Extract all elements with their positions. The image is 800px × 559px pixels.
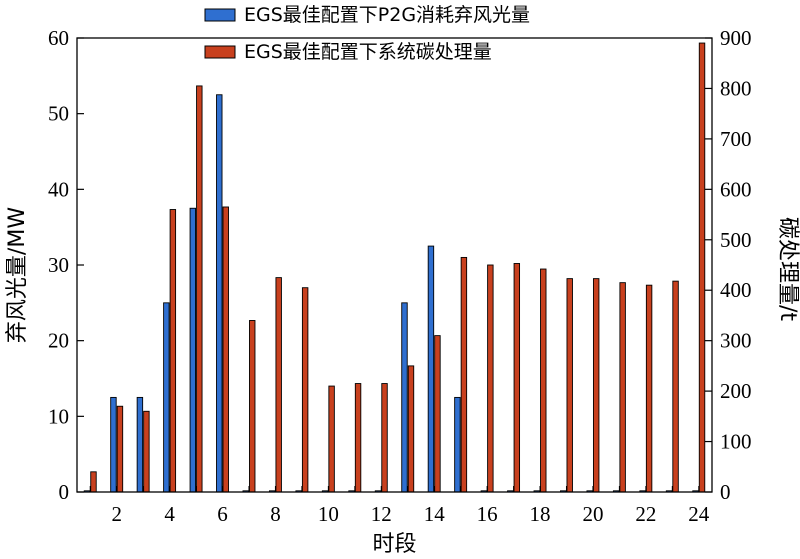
legend: EGS最佳配置下P2G消耗弃风光量 EGS最佳配置下系统碳处理量 xyxy=(204,4,530,63)
bar-p2g-6 xyxy=(216,94,223,493)
bar-carbon-19 xyxy=(566,278,573,493)
bar-carbon-4 xyxy=(169,209,177,493)
bar-carbon-18 xyxy=(540,268,547,493)
y-right-tick-label: 500 xyxy=(720,228,752,252)
x-tick-label: 22 xyxy=(635,502,656,526)
y-right-tick-label: 200 xyxy=(720,379,752,403)
x-tick-label: 16 xyxy=(477,502,498,526)
x-tick-label: 12 xyxy=(371,502,392,526)
bar-carbon-1 xyxy=(90,471,97,493)
y-right-tick-label: 0 xyxy=(720,480,731,504)
y-right-tick-label: 900 xyxy=(720,26,752,50)
y-right-tick-label: 100 xyxy=(720,430,752,454)
y-left-tick-label: 0 xyxy=(59,480,70,504)
bar-carbon-10 xyxy=(328,385,335,493)
bar-p2g-2 xyxy=(110,396,117,493)
bar-carbon-15 xyxy=(460,256,468,493)
bar-p2g-5 xyxy=(189,207,197,493)
bar-carbon-14 xyxy=(434,335,441,493)
x-tick-label: 14 xyxy=(424,502,446,526)
bar-carbon-2 xyxy=(116,405,124,493)
bar-carbon-5 xyxy=(196,85,203,493)
y-axis-left-title: 弃风光量/MW xyxy=(5,207,30,343)
bar-p2g-14 xyxy=(427,245,435,493)
x-tick-label: 2 xyxy=(111,502,122,526)
bar-carbon-3 xyxy=(143,410,150,493)
bar-carbon-12 xyxy=(381,383,388,493)
y-right-tick-label: 800 xyxy=(720,76,752,100)
x-tick-label: 8 xyxy=(270,502,281,526)
y-left-tick-label: 20 xyxy=(48,329,69,353)
legend-swatch-p2g xyxy=(204,8,236,22)
bar-carbon-23 xyxy=(672,280,679,493)
y-left-tick-label: 40 xyxy=(48,177,69,201)
bar-p2g-15 xyxy=(454,396,461,493)
y-left-tick-label: 30 xyxy=(48,253,69,277)
bar-p2g-4 xyxy=(163,302,170,493)
bar-carbon-20 xyxy=(592,278,600,493)
y-right-tick-label: 600 xyxy=(720,177,752,201)
bars-layer xyxy=(83,42,706,493)
bar-carbon-16 xyxy=(487,264,494,493)
bar-carbon-22 xyxy=(645,284,653,493)
y-right-tick-label: 300 xyxy=(720,329,752,353)
y-left-tick-label: 60 xyxy=(48,26,69,50)
y-left-tick-label: 10 xyxy=(48,404,69,428)
x-axis-title: 时段 xyxy=(372,532,416,557)
x-tick-label: 20 xyxy=(582,502,603,526)
bar-carbon-6 xyxy=(222,206,229,493)
bar-p2g-3 xyxy=(136,396,144,493)
y-right-tick-label: 700 xyxy=(720,127,752,151)
bar-carbon-9 xyxy=(301,287,309,493)
bar-carbon-21 xyxy=(619,282,626,493)
x-tick-label: 18 xyxy=(530,502,551,526)
y-left-tick-label: 50 xyxy=(48,102,69,126)
bar-carbon-7 xyxy=(249,320,256,493)
x-tick-label: 10 xyxy=(318,502,339,526)
y-right-tick-label: 400 xyxy=(720,278,752,302)
bar-carbon-11 xyxy=(354,383,362,493)
bar-carbon-24 xyxy=(698,42,706,493)
y-axis-right-title: 碳处理量/t xyxy=(775,217,800,321)
x-tick-label: 24 xyxy=(688,502,710,526)
bar-carbon-17 xyxy=(513,263,521,493)
axes-layer: 0102030405060010020030040050060070080090… xyxy=(48,26,752,526)
x-tick-label: 4 xyxy=(164,502,175,526)
legend-swatch-carbon xyxy=(204,45,236,59)
bar-carbon-8 xyxy=(275,277,282,493)
legend-label-carbon: EGS最佳配置下系统碳处理量 xyxy=(244,41,492,63)
bar-carbon-13 xyxy=(407,365,415,493)
legend-label-p2g: EGS最佳配置下P2G消耗弃风光量 xyxy=(244,4,530,26)
x-tick-label: 6 xyxy=(217,502,228,526)
bar-p2g-13 xyxy=(401,302,408,493)
